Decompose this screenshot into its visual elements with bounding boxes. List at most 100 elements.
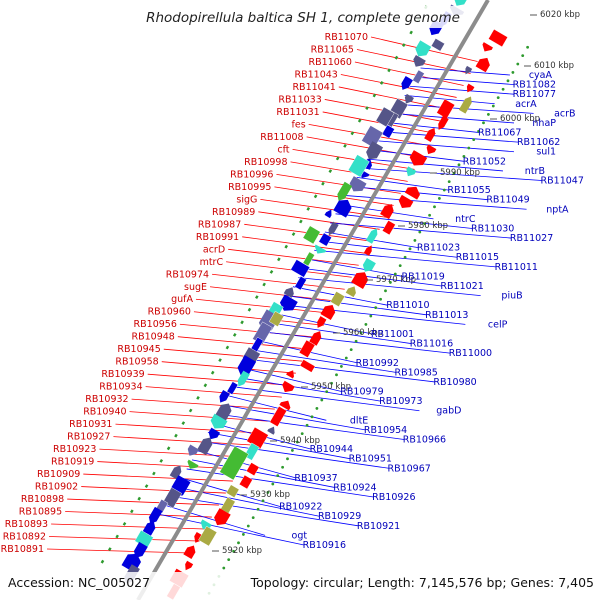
gene-arrow	[200, 519, 212, 530]
ruler-dot	[521, 54, 525, 58]
gene-feature	[279, 400, 291, 411]
leader-line	[292, 148, 415, 170]
gene-arrow	[349, 176, 367, 192]
ruler-dot	[433, 205, 436, 209]
ruler-tick	[174, 433, 178, 438]
right-gene-label: RB11001	[371, 329, 414, 340]
ruler-dot	[344, 356, 348, 360]
ruler-dot	[325, 390, 329, 394]
leader-line	[209, 286, 338, 302]
left-gene-label: RB10923	[53, 444, 96, 455]
left-gene-label: RB10989	[212, 207, 255, 218]
right-gene-label: RB11016	[410, 339, 453, 350]
gene-feature	[398, 194, 414, 209]
leader-line	[388, 122, 480, 133]
ruler-dot	[467, 146, 471, 150]
gene-feature	[380, 204, 394, 220]
left-gene-labels: RB11070RB11065RB11060RB11043RB11041RB110…	[1, 32, 368, 555]
right-gene-label: celP	[488, 319, 508, 330]
gene-arrow	[283, 287, 294, 298]
gene-feature	[225, 484, 240, 498]
right-gene-label: RB11062	[517, 137, 560, 148]
left-gene-label: sugE	[184, 282, 207, 293]
gene-feature	[475, 57, 490, 73]
gene-feature	[290, 259, 311, 278]
left-gene-label: fes	[292, 119, 306, 130]
ruler-dot	[486, 113, 490, 116]
right-gene-label: RB10951	[349, 454, 392, 465]
gene-arrow	[365, 228, 378, 244]
leader-line	[266, 331, 451, 354]
leader-line	[340, 74, 457, 98]
ruler-dot	[457, 163, 461, 167]
ruler-dot	[315, 407, 319, 410]
right-gene-labels: cyaARB11082RB11077acrAacrBnhaPRB11067RB1…	[279, 70, 584, 551]
gene-arrow	[267, 426, 275, 435]
ruler-tick	[365, 106, 369, 111]
scale-label: 5990 kbp	[440, 168, 480, 178]
leader-line	[362, 167, 542, 181]
left-gene-label: RB10902	[35, 482, 78, 493]
leader-line	[298, 277, 481, 297]
ruler-dot	[472, 138, 476, 142]
right-gene-label: piuB	[501, 291, 522, 302]
scale-label: 5970 kbp	[376, 275, 416, 285]
ruler-tick	[203, 383, 208, 388]
scale-label: 5950 kbp	[311, 382, 351, 392]
gene-feature	[200, 519, 212, 530]
gene-feature	[198, 525, 218, 547]
gene-block	[246, 462, 260, 477]
gene-feature	[328, 221, 339, 236]
left-gene-label: RB10945	[117, 344, 160, 355]
gene-feature	[269, 405, 288, 427]
right-gene-label: RB11052	[463, 156, 506, 167]
gene-block	[488, 28, 508, 48]
gene-feature	[406, 166, 417, 177]
left-gene-label: RB11043	[295, 69, 338, 80]
left-gene-label: sigG	[236, 194, 257, 205]
left-gene-label: RB10934	[99, 382, 142, 393]
accession-label: Accession: NC_005027	[8, 575, 150, 590]
gene-arrow	[426, 144, 437, 155]
gene-arrow	[413, 54, 426, 67]
left-gene-label: RB10895	[19, 507, 62, 518]
left-gene-label: gufA	[171, 294, 193, 305]
gene-arrow	[458, 96, 472, 114]
left-gene-label: RB10958	[115, 357, 158, 368]
gene-block	[299, 359, 316, 373]
gene-block	[238, 474, 253, 490]
gene-arrow	[380, 204, 394, 220]
gene-block	[382, 220, 396, 236]
left-gene-label: RB10932	[85, 394, 128, 405]
scale-label: 5940 kbp	[280, 436, 320, 446]
gene-feature	[298, 339, 316, 358]
ruler-dot	[423, 222, 427, 226]
ruler-tick	[247, 307, 252, 312]
leader-line	[276, 313, 373, 335]
ruler-dot	[418, 230, 422, 234]
leader-line	[409, 85, 515, 95]
gene-feature	[148, 506, 163, 524]
ruler-tick	[269, 270, 274, 274]
gene-arrow	[363, 245, 372, 256]
left-gene-label: RB10995	[228, 182, 271, 193]
ruler-tick	[372, 93, 377, 98]
ruler-tick	[394, 55, 399, 60]
gene-arrow	[279, 294, 298, 311]
left-gene-label: RB10909	[37, 469, 80, 480]
gene-feature	[187, 444, 199, 456]
gene-feature	[268, 310, 285, 327]
ruler-tick	[166, 446, 171, 451]
ruler-dot	[388, 281, 392, 284]
ruler-dot	[271, 482, 275, 486]
leader-line	[404, 94, 495, 105]
right-gene-label: RB10979	[340, 387, 383, 398]
gene-feature	[337, 181, 353, 201]
gene-feature	[299, 359, 316, 373]
scale-label: 6010 kbp	[534, 61, 574, 71]
gene-arrow	[208, 427, 221, 440]
gene-arrow	[465, 65, 473, 75]
gene-feature	[404, 93, 414, 104]
